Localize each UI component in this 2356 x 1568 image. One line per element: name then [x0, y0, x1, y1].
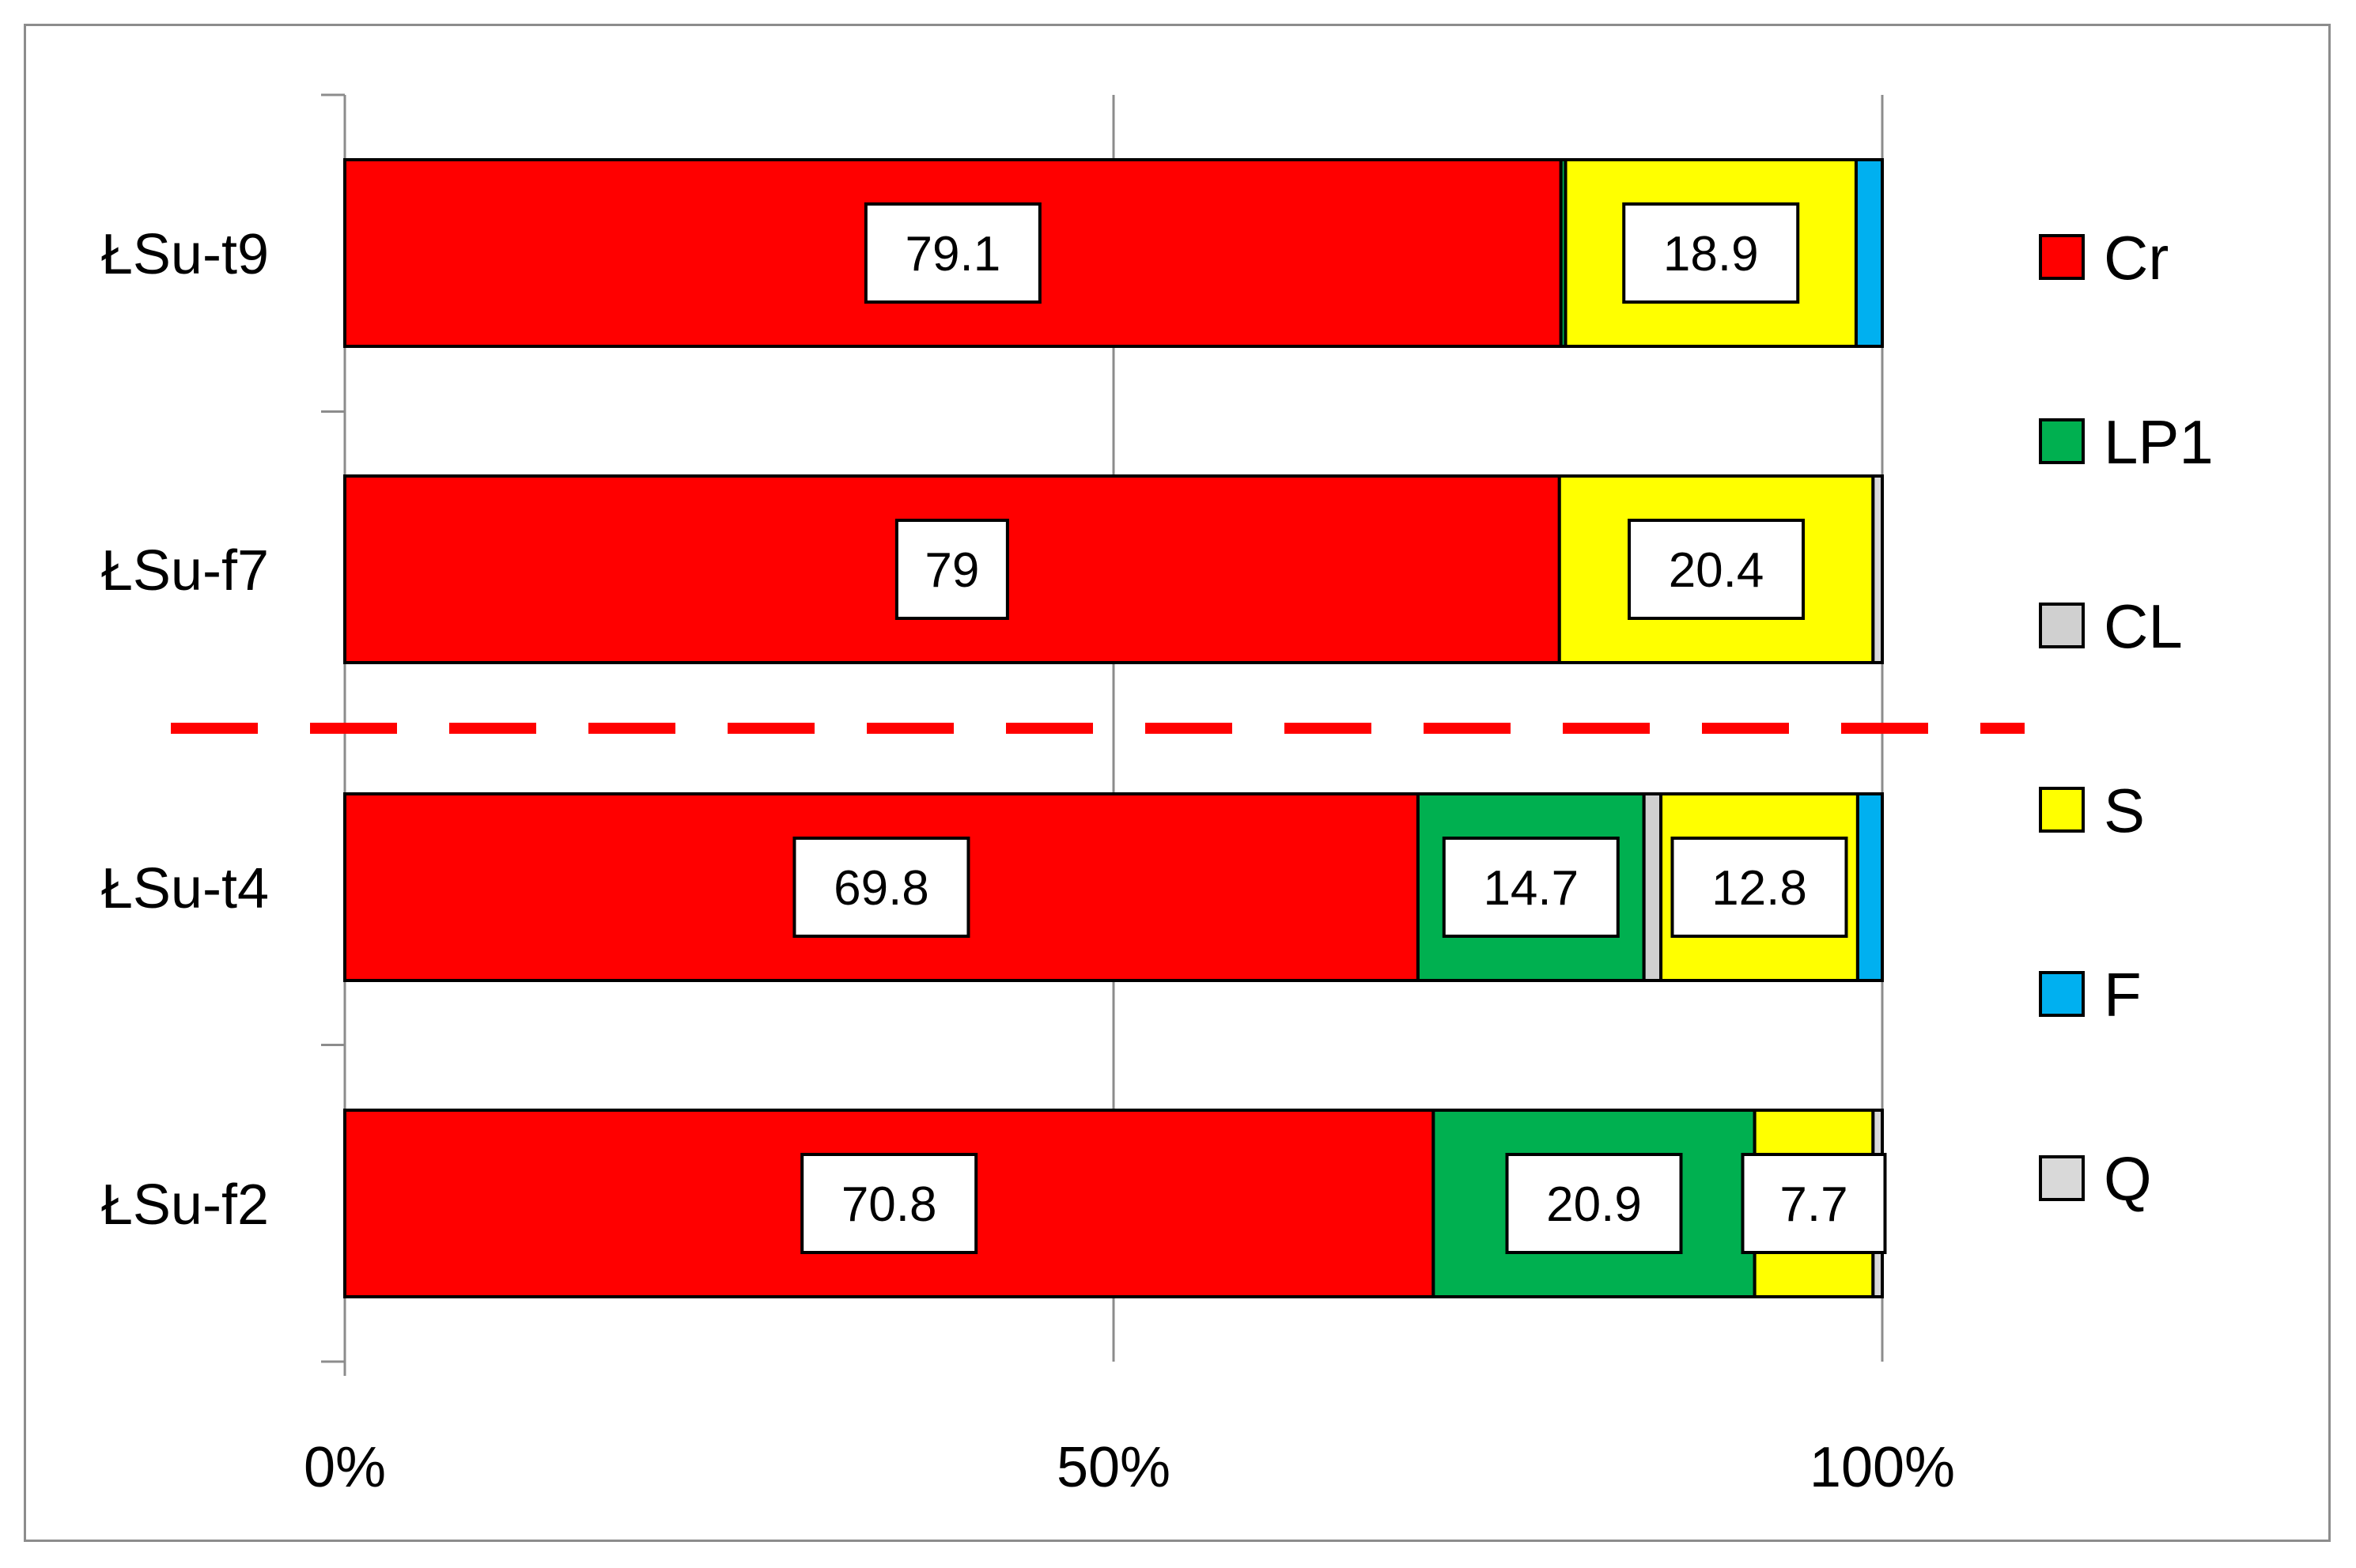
data-label-box: [894, 519, 1009, 620]
data-label-box: [1622, 202, 1800, 304]
legend-label: Q: [2104, 1144, 2152, 1214]
data-label: 12.8: [1711, 861, 1807, 916]
data-label: 18.9: [1663, 227, 1759, 281]
legend-label: CL: [2104, 591, 2183, 661]
data-label: 20.9: [1546, 1177, 1642, 1232]
x-tick-label: 0%: [304, 1436, 386, 1499]
data-label-box: [1628, 519, 1806, 620]
legend-label: F: [2104, 960, 2142, 1030]
data-label-box: [864, 202, 1042, 304]
legend-label: S: [2104, 776, 2145, 845]
data-label: 14.7: [1483, 861, 1579, 916]
data-label: 7.7: [1779, 1177, 1847, 1232]
legend-swatch-cl: [2039, 603, 2085, 648]
x-tick-label: 100%: [1810, 1436, 1955, 1499]
category-label: ŁSu-t9: [101, 223, 269, 286]
legend-label: Cr: [2104, 223, 2169, 293]
category-label: ŁSu-f7: [101, 539, 269, 603]
bar-segment-f: [1855, 792, 1884, 982]
legend-swatch-f: [2039, 971, 2085, 1017]
data-label: 70.8: [841, 1177, 937, 1232]
legend-label: LP1: [2104, 407, 2214, 477]
legend-swatch-lp1: [2039, 418, 2085, 464]
data-label-box: [1505, 1153, 1683, 1254]
data-label-box: [800, 1153, 978, 1254]
category-label: ŁSu-f2: [101, 1173, 269, 1237]
bar-segment-cl: [1642, 792, 1663, 982]
legend-swatch-s: [2039, 787, 2085, 833]
x-tick-label: 50%: [1057, 1436, 1170, 1499]
bar-segment-f: [1854, 158, 1884, 348]
category-label: ŁSu-t4: [101, 857, 269, 920]
data-label-box: [1670, 837, 1848, 938]
legend-swatch-q: [2039, 1155, 2085, 1201]
data-label: 69.8: [834, 861, 929, 916]
data-label: 79.1: [906, 227, 1001, 281]
bar-segment-q: [1871, 474, 1884, 664]
legend-swatch-cr: [2039, 234, 2085, 280]
data-label-box: [1741, 1153, 1887, 1254]
data-label: 20.4: [1669, 543, 1764, 598]
data-label-box: [1442, 837, 1620, 938]
data-label: 79: [925, 543, 979, 598]
data-label-box: [792, 837, 970, 938]
